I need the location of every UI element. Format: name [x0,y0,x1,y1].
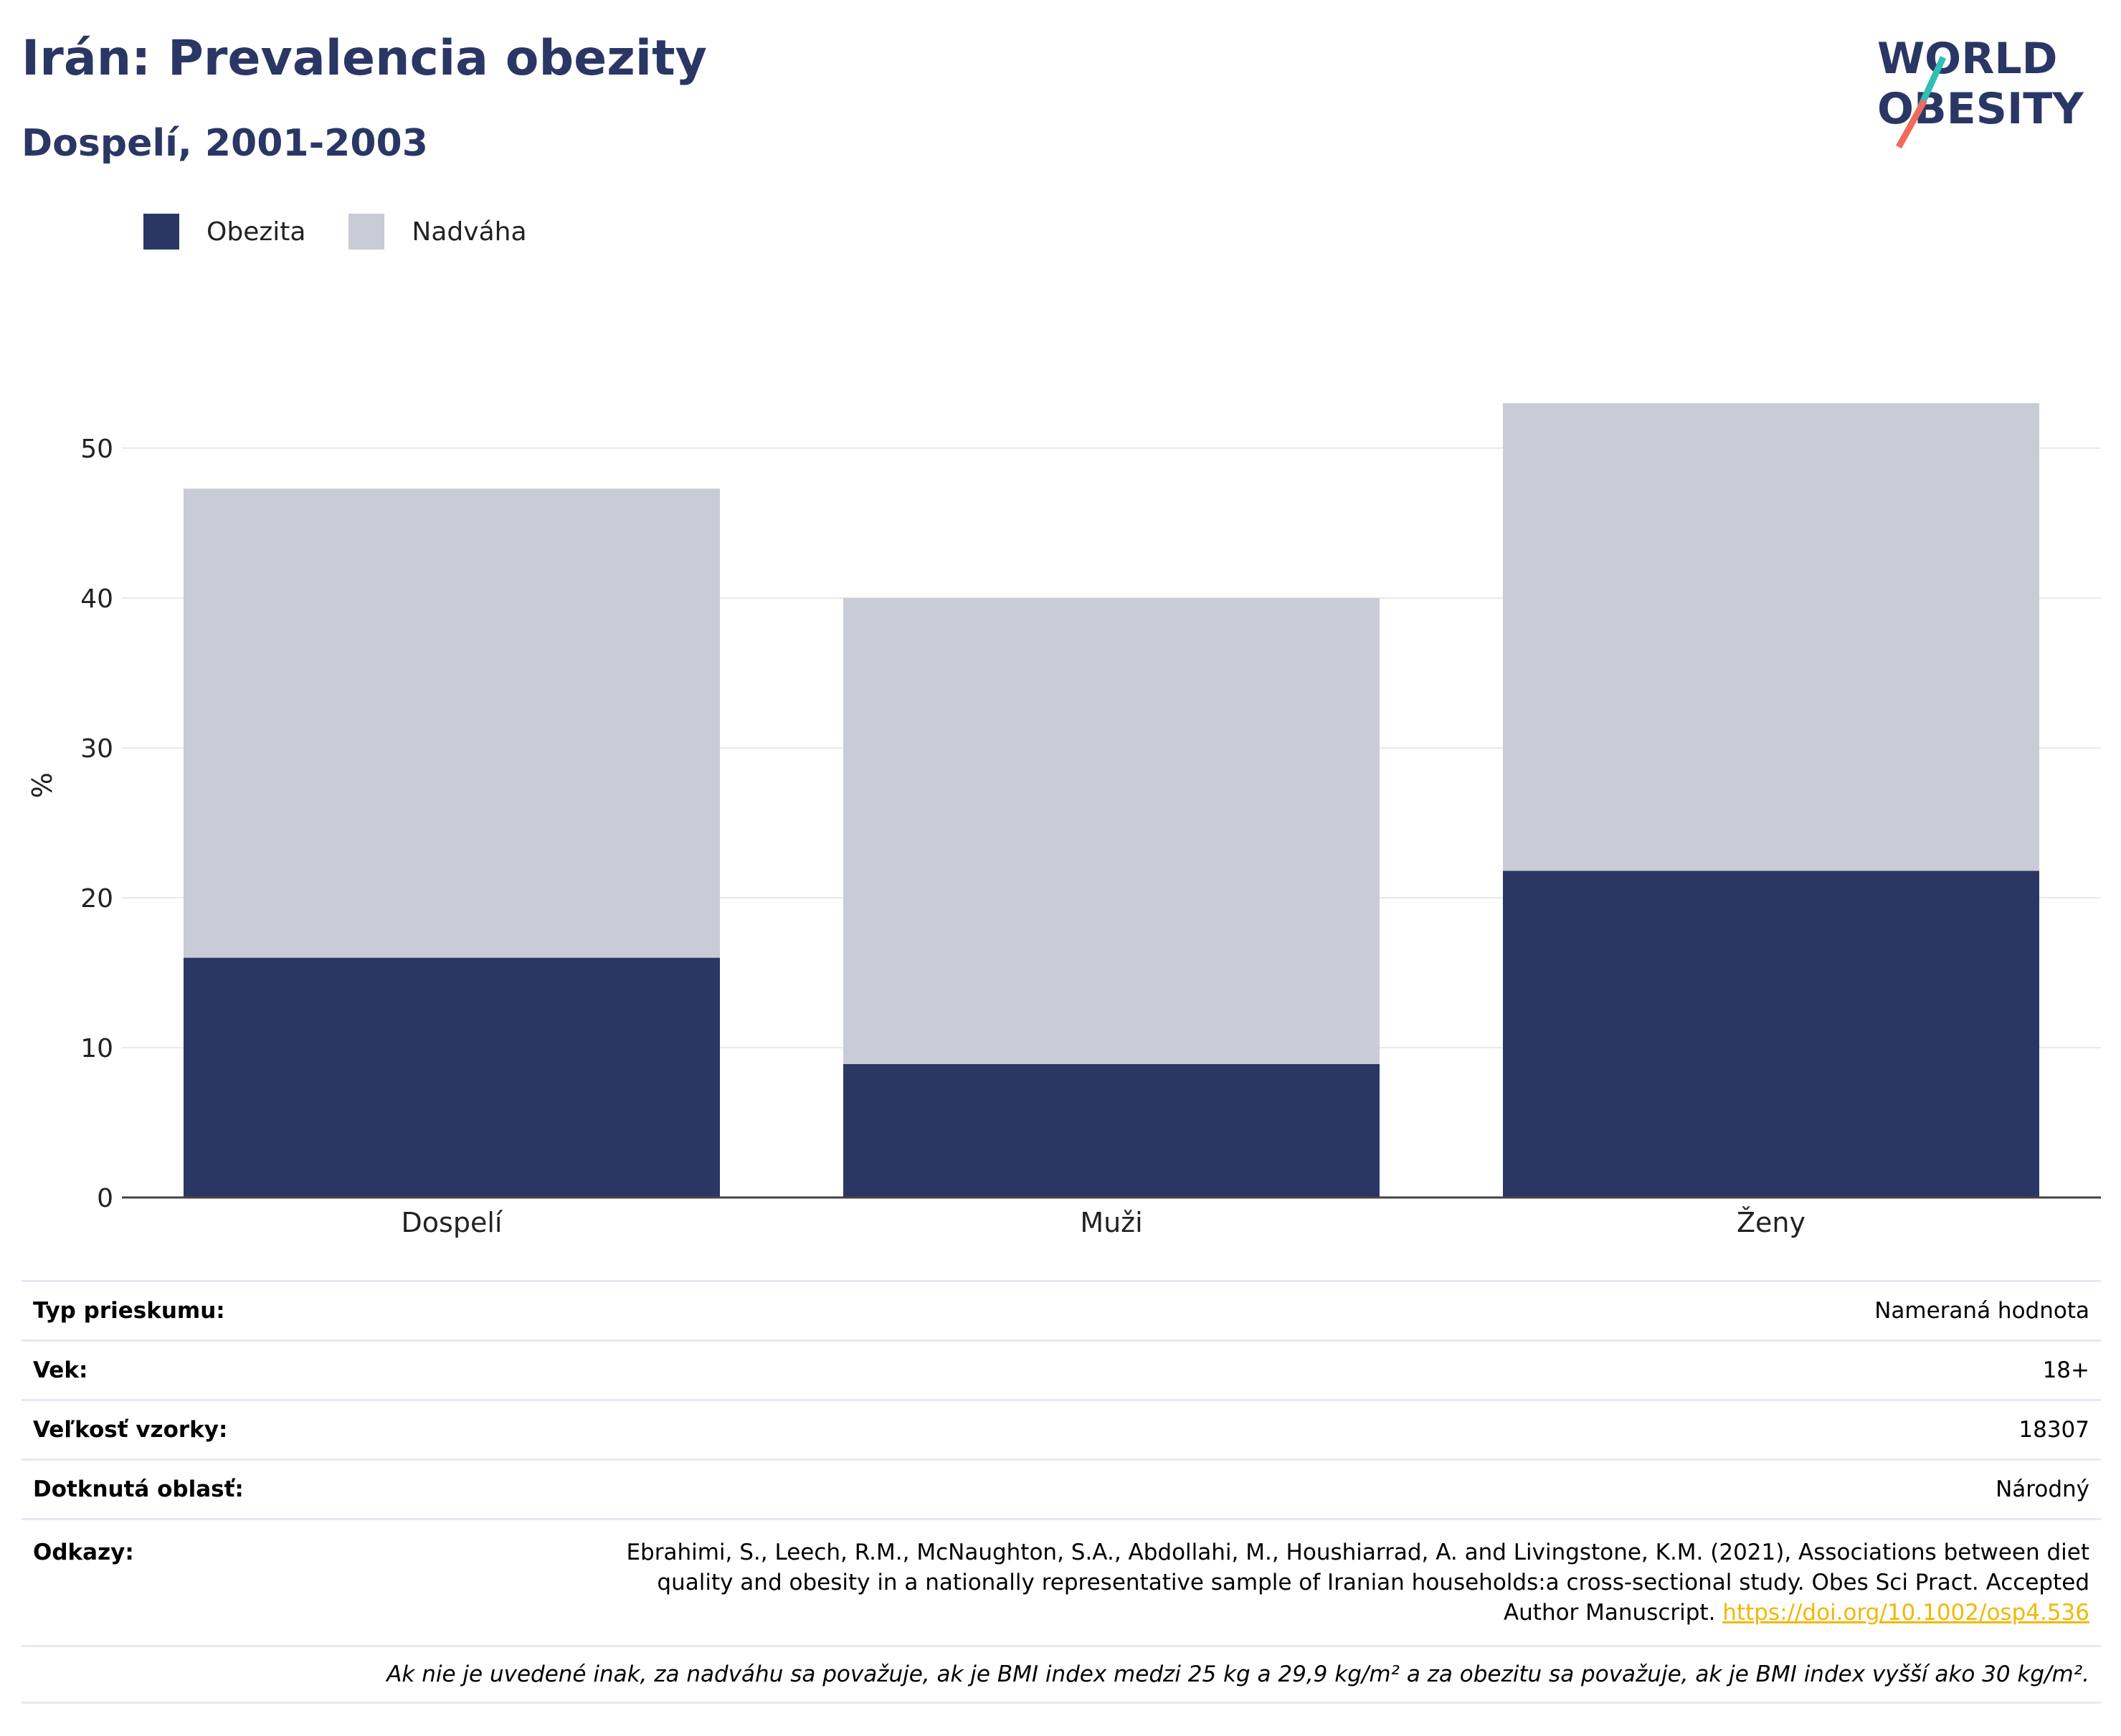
references-label: Odkazy: [33,1540,134,1565]
x-tick-label: Dospelí [402,1207,503,1238]
references-value: Ebrahimi, S., Leech, R.M., McNaughton, S… [612,1537,2089,1628]
bar-overweight [1503,403,2039,871]
stacked-bar-chart: 0 10 20 30 40 50% Dospelí Muži Ženy [27,403,2101,1238]
page-subtitle: Dospelí, 2001-2003 [22,122,428,165]
y-tick-label: 0 [97,1184,113,1213]
survey-type-label: Typ prieskumu: [33,1298,225,1324]
legend-swatch-overweight [348,214,385,250]
bar-obesity [843,1063,1380,1197]
info-row-sample: Veľkosť vzorky: 18307 [22,1399,2101,1458]
bar-overweight [843,598,1380,1064]
area-label: Dotknutá oblasť: [33,1476,244,1502]
references-text: Ebrahimi, S., Leech, R.M., McNaughton, S… [626,1540,2089,1626]
definition-note: Ak nie je uvedené inak, za nadváhu sa po… [22,1645,2101,1704]
chart-legend: Obezita Nadváha [143,214,570,250]
bar-obesity [184,957,720,1197]
survey-info-table: Typ prieskumu: Nameraná hodnota Vek: 18+… [22,1280,2101,1704]
y-tick-label: 20 [80,884,113,914]
doi-link[interactable]: https://doi.org/10.1002/osp4.536 [1722,1600,2089,1626]
world-obesity-logo: WORLD OBESITY [1877,34,2084,149]
y-tick-label: 50 [80,435,113,464]
info-row-references: Odkazy: Ebrahimi, S., Leech, R.M., McNau… [22,1518,2101,1645]
bar-obesity [1503,871,2039,1197]
logo-line-1: WORLD [1877,34,2057,84]
survey-type-value: Nameraná hodnota [1874,1298,2089,1324]
logo-slash-teal [1917,56,1947,109]
legend-label-overweight: Nadváha [412,217,527,247]
legend-item-obesity: Obezita [143,214,305,250]
sample-size-label: Veľkosť vzorky: [33,1417,228,1443]
x-tick-label: Muži [1080,1207,1142,1238]
legend-label-obesity: Obezita [207,217,306,247]
bar-overweight [184,488,720,958]
logo-slash-coral [1896,98,1927,149]
info-row-area: Dotknutá oblasť: Národný [22,1458,2101,1518]
age-label: Vek: [33,1357,88,1383]
info-row-survey-type: Typ prieskumu: Nameraná hodnota [22,1280,2101,1339]
y-tick-label: 30 [80,734,113,764]
y-tick-label: 10 [80,1034,113,1063]
y-tick-label: 40 [80,584,113,614]
x-tick-label: Ženy [1737,1207,1806,1238]
y-axis-label: % [27,772,58,798]
legend-item-overweight: Nadváha [348,214,527,250]
sample-size-value: 18307 [2018,1417,2089,1443]
area-value: Národný [1996,1476,2089,1502]
age-value: 18+ [2042,1357,2089,1383]
legend-swatch-obesity [143,214,179,250]
info-row-age: Vek: 18+ [22,1339,2101,1399]
page-title: Irán: Prevalencia obezity [22,30,707,87]
